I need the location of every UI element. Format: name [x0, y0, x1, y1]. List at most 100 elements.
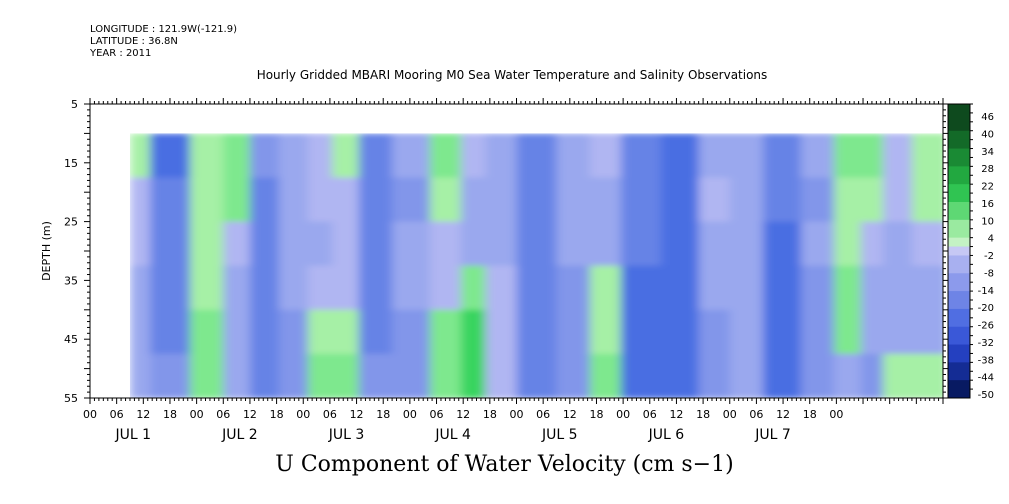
x-tick-label: 00	[296, 408, 310, 421]
heatmap-cell	[332, 309, 360, 355]
colorbar-segment	[948, 273, 970, 283]
x-tick-label: 12	[136, 408, 150, 421]
y-tick-label: 25	[64, 216, 78, 229]
y-tick-label: 35	[64, 274, 78, 287]
heatmap-cell	[223, 265, 251, 311]
heatmap-cell	[332, 133, 360, 178]
heatmap-cell	[460, 265, 486, 311]
heatmap-cell	[860, 265, 884, 311]
heatmap-cell	[485, 133, 517, 178]
heatmap-cell	[189, 309, 224, 355]
heatmap-cell	[911, 133, 943, 178]
x-tick-label: 00	[190, 408, 204, 421]
heatmap-cell	[460, 221, 486, 267]
colorbar-segment	[948, 175, 970, 185]
heatmap-cell	[189, 265, 224, 311]
heatmap-cell	[911, 265, 943, 311]
x-tick-label: 00	[403, 408, 417, 421]
colorbar-label: 22	[981, 182, 994, 193]
x-tick-label: 18	[376, 408, 390, 421]
heatmap-cell	[278, 221, 309, 267]
x-tick-label: 12	[776, 408, 790, 421]
heatmap-cell	[800, 177, 835, 223]
heatmap-cell	[660, 177, 700, 223]
colorbar-label: -44	[978, 373, 994, 384]
colorbar-label: -38	[978, 355, 994, 366]
x-tick-label: 00	[829, 408, 843, 421]
heatmap-cell	[358, 133, 393, 178]
heatmap-cell	[556, 221, 591, 267]
colorbar-segment	[948, 210, 970, 221]
colorbar-segment	[948, 362, 970, 372]
heatmap-cell	[249, 309, 280, 355]
heatmap-cell	[660, 265, 700, 311]
heatmap-cell	[429, 353, 462, 398]
heatmap-cell	[249, 353, 280, 398]
heatmap-cell	[358, 265, 393, 311]
heatmap-cell	[800, 309, 835, 355]
heatmap-cell	[556, 309, 591, 355]
colorbar-label: 46	[981, 112, 994, 123]
heatmap-cell	[129, 265, 151, 311]
heatmap-cell	[129, 177, 151, 223]
x-tick-label: 06	[749, 408, 763, 421]
heatmap-cell	[589, 177, 622, 223]
heatmap-cell	[429, 177, 462, 223]
colorbar-label: 4	[988, 234, 994, 245]
heatmap-cell	[392, 133, 431, 178]
heatmap-cell	[516, 353, 557, 398]
heatmap-cell	[429, 221, 462, 267]
heatmap-cell	[307, 353, 333, 398]
heatmap-cell	[660, 221, 700, 267]
x-tick-label: 12	[350, 408, 364, 421]
heatmap-cell	[620, 177, 662, 223]
colorbar-segment	[948, 371, 970, 381]
year-label: YEAR : 2011	[90, 48, 152, 59]
heatmap-cell	[307, 265, 333, 311]
heatmap-cell	[485, 221, 517, 267]
heatmap-cell	[911, 221, 943, 267]
colorbar-frame	[947, 103, 971, 399]
heatmap-cell	[249, 177, 280, 223]
x-tick-label: 06	[216, 408, 230, 421]
heatmap-cell	[392, 177, 431, 223]
colorbar-segment	[948, 317, 970, 328]
heatmap-cell	[729, 353, 764, 398]
heatmap-cell	[800, 353, 835, 398]
heatmap-cell	[698, 309, 731, 355]
heatmap-cell	[189, 221, 224, 267]
x-day-label: JUL 5	[541, 427, 578, 443]
heatmap-cell	[149, 221, 191, 267]
colorbar-label: -26	[978, 321, 994, 332]
y-tick-label: 55	[64, 392, 78, 405]
heatmap-cell	[149, 265, 191, 311]
heatmap-cell	[485, 265, 517, 311]
colorbar-segment	[948, 157, 970, 167]
heatmap-cell	[358, 353, 393, 398]
heatmap-cell	[911, 309, 943, 355]
heatmap-cell	[698, 177, 731, 223]
colorbar-segment	[948, 193, 970, 203]
heatmap-cell	[556, 177, 591, 223]
colorbar-label: 16	[981, 199, 994, 210]
colorbar-label: 40	[981, 129, 994, 140]
heatmap-cell	[911, 177, 943, 223]
heatmap-cell	[763, 221, 802, 267]
colorbar-label: 10	[981, 216, 994, 227]
heatmap-cell	[485, 309, 517, 355]
colorbar: 46 40 34 28 22 16 10 4 -2 -8 -14 -20 -26 -32 -38 -44 -50	[947, 103, 994, 401]
heatmap-cell	[834, 309, 862, 355]
x-tick-label: 18	[163, 408, 177, 421]
heatmap-cell	[278, 265, 309, 311]
colorbar-segment	[948, 219, 970, 230]
x-tick-label: 06	[110, 408, 124, 421]
heatmap-cell	[307, 177, 333, 223]
heatmap-cell	[620, 309, 662, 355]
heatmap-cell	[763, 309, 802, 355]
colorbar-segment	[948, 344, 970, 354]
y-tick-label: 15	[64, 157, 78, 170]
heatmap-cell	[620, 265, 662, 311]
heatmap-cell	[392, 309, 431, 355]
heatmap-cell	[589, 265, 622, 311]
